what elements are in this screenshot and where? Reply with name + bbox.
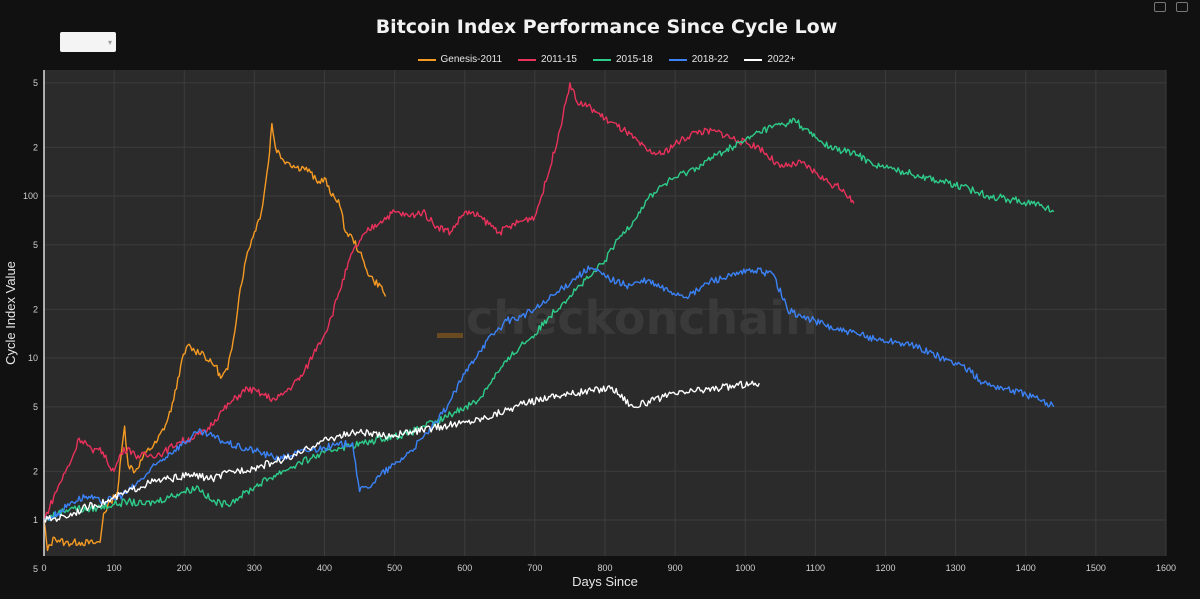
series-line-2015-18 <box>43 117 1055 521</box>
x-axis-title: Days Since <box>572 574 638 589</box>
legend-label: 2015-18 <box>616 54 653 65</box>
series-line-2011-15 <box>43 82 855 521</box>
y-tick-label: 10 <box>28 353 38 363</box>
x-tick-label: 0 <box>41 563 46 573</box>
x-tick-label: 200 <box>177 563 192 573</box>
x-tick-label: 1100 <box>806 563 825 573</box>
chart-toolbar <box>1154 2 1188 12</box>
logo-icon[interactable] <box>1176 2 1188 12</box>
x-axis-ticks: 0 100 200 300 400 500 600 700 800 900 1000 1100 1200… <box>41 563 1176 573</box>
x-tick-label: 900 <box>668 563 683 573</box>
x-tick-label: 1000 <box>735 563 755 573</box>
y-tick-label: 1 <box>33 515 38 525</box>
y-tick-label: 5 <box>33 78 38 88</box>
y-tick-label: 2 <box>33 466 38 476</box>
legend-label: 2018-22 <box>691 54 729 65</box>
legend-swatch <box>668 58 687 61</box>
x-tick-label: 300 <box>247 563 262 573</box>
y-axis-title: Cycle Index Value <box>3 261 18 365</box>
legend-item[interactable]: 2018-22 <box>668 54 729 65</box>
series-lines <box>43 82 1055 552</box>
x-tick-label: 400 <box>317 563 332 573</box>
legend-swatch <box>518 58 537 61</box>
legend-swatch <box>417 58 436 61</box>
legend-label: 2011-15 <box>541 54 577 65</box>
x-tick-label: 500 <box>387 563 402 573</box>
x-tick-label: 1200 <box>875 563 895 573</box>
y-tick-label: 5 <box>33 564 38 574</box>
watermark-underscore <box>437 333 463 338</box>
scale-dropdown[interactable]: ▾ <box>60 32 116 52</box>
x-tick-label: 800 <box>597 563 612 573</box>
series-line-2022- <box>43 380 760 523</box>
y-tick-label: 2 <box>33 142 38 152</box>
x-tick-label: 1400 <box>1016 563 1036 573</box>
legend-item[interactable]: 2011-15 <box>518 54 577 65</box>
chart-title: Bitcoin Index Performance Since Cycle Lo… <box>375 16 838 38</box>
y-tick-label: 5 <box>33 240 38 250</box>
x-tick-label: 1600 <box>1156 563 1176 573</box>
legend-label: 2022+ <box>767 54 796 65</box>
y-tick-label: 2 <box>33 304 38 314</box>
legend-swatch <box>593 58 611 61</box>
x-tick-label: 100 <box>107 563 122 573</box>
legend-item[interactable]: 2022+ <box>744 54 796 65</box>
legend-swatch <box>744 58 763 61</box>
chart-legend: Genesis-2011 2011-15 2015-18 2018-22 2022+ <box>0 54 1200 65</box>
y-tick-label: 5 <box>33 402 38 412</box>
legend-item[interactable]: Genesis-2011 <box>417 54 503 65</box>
series-line-genesis-2011 <box>43 122 387 552</box>
x-tick-label: 1500 <box>1086 563 1106 573</box>
legend-label: Genesis-2011 <box>440 54 503 65</box>
legend-item[interactable]: 2015-18 <box>593 54 653 65</box>
x-tick-label: 700 <box>527 563 542 573</box>
watermark: checkonchain <box>437 291 818 345</box>
chevron-down-icon: ▾ <box>107 37 112 47</box>
x-tick-label: 600 <box>457 563 472 573</box>
series-line-2018-22 <box>43 265 1055 522</box>
x-tick-label: 1300 <box>946 563 966 573</box>
y-tick-label: 100 <box>23 191 38 201</box>
y-axis-ticks: 5 1 2 5 10 2 5 100 2 5 <box>23 78 38 574</box>
camera-icon[interactable] <box>1154 2 1166 12</box>
